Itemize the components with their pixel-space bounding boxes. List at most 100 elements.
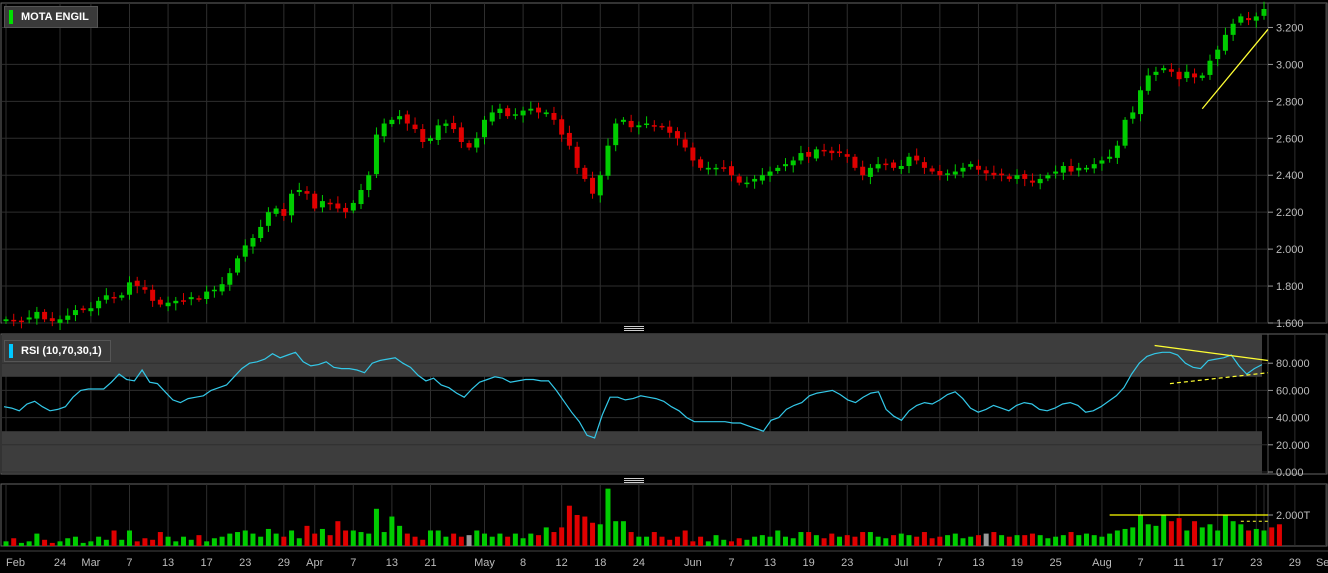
candle-body [11, 319, 17, 322]
candle-body [119, 295, 125, 298]
volume-bar [373, 508, 379, 546]
price-y-tick-label: 1.600 [1276, 318, 1304, 330]
candle-body [181, 300, 187, 302]
volume-bar [813, 535, 819, 546]
volume-bar [875, 536, 881, 546]
x-tick-label: 21 [424, 557, 436, 569]
candle-body [767, 171, 773, 176]
volume-bar [258, 536, 264, 546]
x-tick-label: Jul [894, 557, 908, 569]
candle-body [574, 146, 580, 168]
volume-bar [312, 533, 318, 546]
volume-bar [1037, 535, 1043, 546]
volume-bar [427, 530, 433, 546]
price-trendline [1201, 28, 1269, 110]
candle-body [1161, 68, 1167, 71]
volume-bar [590, 522, 596, 546]
candle-body [373, 134, 379, 175]
price-legend[interactable]: MOTA ENGIL [4, 6, 98, 28]
candle-body [1037, 178, 1043, 184]
candle-body [235, 258, 241, 273]
volume-bar [1045, 538, 1051, 546]
volume-bar [126, 530, 132, 546]
volume-bar [1029, 533, 1035, 546]
candle-body [551, 112, 557, 120]
volume-bar [1261, 530, 1267, 546]
candle-body [1145, 75, 1151, 91]
price-panel-frame [0, 2, 1328, 324]
volume-bar [1107, 533, 1113, 546]
volume-bar [296, 538, 302, 546]
candle-body [1068, 166, 1074, 172]
candle-body [682, 139, 688, 148]
volume-bar [366, 533, 372, 546]
candle-body [227, 273, 233, 285]
candle-body [559, 119, 565, 135]
candle-body [304, 191, 310, 194]
volume-bar [397, 525, 403, 546]
rsi-y-tick-label: 0.000 [1276, 467, 1304, 479]
volume-bar [536, 535, 542, 546]
candle-body [728, 166, 734, 176]
x-tick-label: 11 [1173, 557, 1184, 569]
candle-body [196, 298, 202, 300]
volume-bar [142, 538, 148, 546]
volume-bar [389, 516, 395, 546]
rsi-oversold-zone [2, 431, 1262, 474]
candle-body [18, 320, 24, 323]
x-tick-label: 8 [520, 557, 526, 569]
candle-body [921, 162, 927, 168]
candle-body [1153, 71, 1159, 75]
candle-body [312, 193, 318, 209]
price-legend-swatch [9, 10, 13, 24]
candle-body [837, 151, 843, 154]
volume-bar [674, 536, 680, 546]
volume-bar [381, 532, 387, 546]
candle-body [273, 208, 279, 214]
x-tick-label: 7 [126, 557, 132, 569]
volume-bar [644, 536, 650, 546]
candle-body [103, 295, 109, 300]
rsi-trendline-lower [1169, 372, 1269, 385]
rsi-volume-resize-handle[interactable] [624, 478, 644, 483]
volume-bar [412, 536, 418, 546]
candle-body [937, 170, 943, 176]
candle-body [705, 167, 711, 170]
candle-body [1060, 166, 1066, 173]
candle-body [489, 112, 495, 122]
candle-body [482, 119, 488, 138]
candle-body [327, 202, 333, 205]
candle-body [1246, 18, 1252, 21]
volume-bar [196, 535, 202, 546]
volume-bar [605, 488, 611, 546]
candle-body [582, 167, 588, 179]
x-tick-label: Aug [1092, 557, 1112, 569]
price-rsi-resize-handle[interactable] [624, 326, 644, 331]
volume-bar [219, 536, 225, 546]
candle-body [929, 168, 935, 172]
candle-body [1138, 90, 1144, 115]
rsi-legend[interactable]: RSI (10,70,30,1) [4, 340, 111, 362]
volume-bar [466, 535, 472, 546]
volume-bar [358, 532, 364, 546]
candle-body [620, 119, 626, 122]
volume-bar [42, 539, 48, 546]
candle-body [698, 159, 704, 168]
volume-bar [636, 536, 642, 546]
candle-body [1122, 119, 1128, 146]
candle-body [1006, 176, 1012, 179]
volume-bar [921, 532, 927, 546]
rsi-y-tick-label: 80.000 [1276, 358, 1310, 370]
x-tick-label: 17 [201, 557, 213, 569]
x-tick-label: 19 [803, 557, 815, 569]
candle-body [204, 291, 210, 299]
candle-body [142, 287, 148, 290]
x-tick-label: 17 [1212, 557, 1224, 569]
candle-body [906, 156, 912, 166]
volume-bar [235, 532, 241, 546]
candle-body [829, 150, 835, 154]
candle-body [458, 127, 464, 142]
volume-bar [497, 533, 503, 546]
volume-bar [559, 527, 565, 546]
